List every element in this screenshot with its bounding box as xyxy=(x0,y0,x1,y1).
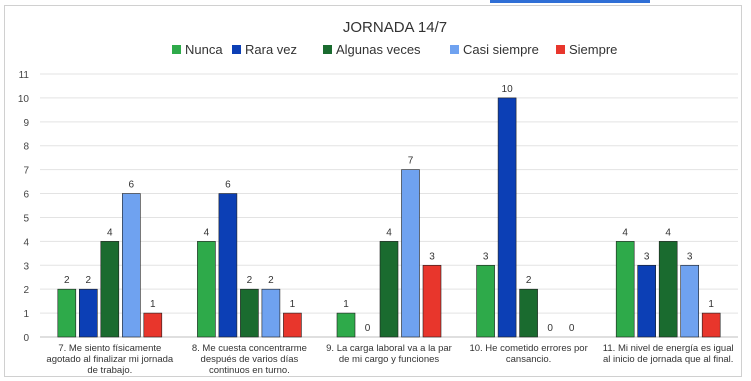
bar xyxy=(701,312,721,338)
data-label: 3 xyxy=(687,251,693,262)
data-label: 7 xyxy=(408,156,414,167)
bar xyxy=(615,241,635,338)
x-axis: 7. Me siento físicamente agotado al final… xyxy=(46,343,733,376)
data-label: 2 xyxy=(268,275,274,286)
bar xyxy=(218,193,238,338)
header-strip xyxy=(0,0,751,8)
data-label: 4 xyxy=(622,227,628,238)
data-label: 0 xyxy=(365,323,371,334)
legend-label: Rara vez xyxy=(245,42,297,57)
data-label: 2 xyxy=(526,275,532,286)
y-tick-label: 10 xyxy=(18,94,30,105)
legend-swatch xyxy=(232,45,241,54)
header-accent xyxy=(490,0,650,3)
bar xyxy=(79,288,98,338)
y-tick-label: 11 xyxy=(19,70,30,81)
data-label: 2 xyxy=(247,275,253,286)
x-category-label: 10. He cometido errores por cansancio. xyxy=(469,343,587,365)
bar xyxy=(261,288,281,338)
y-tick-label: 3 xyxy=(23,261,29,272)
data-label: 4 xyxy=(386,227,392,238)
legend-swatch xyxy=(450,45,459,54)
data-label: 0 xyxy=(547,323,553,334)
bar xyxy=(401,169,420,338)
bar xyxy=(240,288,259,338)
bar xyxy=(476,264,495,338)
bar xyxy=(497,97,517,338)
data-label: 2 xyxy=(64,275,70,286)
x-category-label: 7. Me siento físicamente agotado al final… xyxy=(46,343,173,376)
data-label: 1 xyxy=(343,299,349,310)
y-tick-label: 6 xyxy=(23,190,29,201)
y-tick-label: 7 xyxy=(23,166,29,177)
data-label: 4 xyxy=(665,227,671,238)
bar xyxy=(422,264,442,338)
data-label: 3 xyxy=(483,251,489,262)
y-tick-label: 4 xyxy=(23,237,29,248)
data-label: 3 xyxy=(429,251,435,262)
y-tick-label: 0 xyxy=(23,333,29,344)
data-label: 10 xyxy=(502,84,514,95)
bars xyxy=(57,97,721,338)
legend-swatch xyxy=(323,45,332,54)
legend-label: Algunas veces xyxy=(336,42,421,57)
data-label: 1 xyxy=(708,299,714,310)
data-label: 6 xyxy=(225,180,231,191)
bar xyxy=(637,264,657,338)
bar xyxy=(658,241,678,338)
legend-swatch xyxy=(556,45,565,54)
bar xyxy=(143,312,163,338)
bar xyxy=(680,264,700,338)
legend-label: Nunca xyxy=(185,42,223,57)
bar xyxy=(100,241,120,338)
data-label: 1 xyxy=(150,299,156,310)
data-label: 4 xyxy=(204,227,210,238)
chart-frame xyxy=(4,5,742,377)
bar xyxy=(122,193,141,338)
y-tick-label: 9 xyxy=(23,118,29,129)
legend-label: Casi siempre xyxy=(463,42,539,57)
legend-label: Siempre xyxy=(569,42,617,57)
bar xyxy=(379,241,399,338)
data-label: 3 xyxy=(644,251,650,262)
chart-title: JORNADA 14/7 xyxy=(343,19,447,36)
bar xyxy=(57,288,77,338)
x-category-label: 9. La carga laboral va a la par de mi car… xyxy=(326,343,452,365)
data-label: 1 xyxy=(290,299,296,310)
data-label: 2 xyxy=(86,275,92,286)
bar xyxy=(197,241,216,338)
x-category-label: 8. Me cuesta concentrarme después de vari… xyxy=(192,343,307,376)
bar xyxy=(519,288,538,338)
bar xyxy=(283,312,302,338)
y-tick-label: 5 xyxy=(23,213,29,224)
y-tick-label: 8 xyxy=(23,142,29,153)
data-label: 4 xyxy=(107,227,113,238)
data-label: 6 xyxy=(129,180,135,191)
x-category-label: 11. Mi nivel de energía es igual al inici… xyxy=(603,343,734,365)
data-label: 0 xyxy=(569,323,575,334)
legend-swatch xyxy=(172,45,181,54)
y-tick-label: 2 xyxy=(23,285,29,296)
y-tick-label: 1 xyxy=(23,309,29,320)
y-axis: 0 1 2 3 4 5 6 7 8 9 10 11 xyxy=(18,70,30,344)
legend: Nunca Rara vez Algunas veces Casi siempre Si… xyxy=(172,42,617,57)
bar xyxy=(336,312,356,338)
